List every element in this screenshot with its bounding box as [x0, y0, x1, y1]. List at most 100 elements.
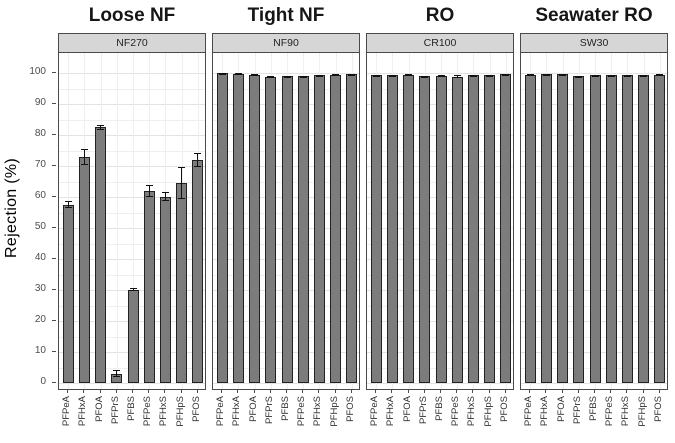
x-tick-mark: [424, 390, 425, 393]
error-bar: [438, 75, 445, 77]
error-bar: [146, 185, 153, 197]
gridline: [59, 197, 205, 198]
x-tick-mark: [643, 390, 644, 393]
x-tick-mark: [286, 390, 287, 393]
x-tick-mark: [610, 390, 611, 393]
error-bar: [194, 153, 201, 167]
x-tick-label: PFHpS: [483, 396, 494, 427]
error-bar-line: [100, 126, 101, 129]
error-bar-line: [68, 202, 69, 207]
error-bar: [65, 201, 72, 208]
error-bar: [219, 73, 226, 75]
error-bar: [316, 75, 323, 77]
error-bar: [284, 76, 291, 78]
y-tick-label: 40: [34, 252, 46, 263]
panel-title: Seawater RO: [535, 5, 653, 26]
x-tick-label: PFOS: [499, 396, 510, 422]
bar: [314, 75, 325, 383]
x-tick-mark: [391, 390, 392, 393]
x-tick-mark: [221, 390, 222, 393]
x-tick-label: PFHpS: [175, 396, 186, 427]
bar: [500, 74, 511, 383]
gridline: [59, 151, 205, 152]
y-tick-label: 60: [34, 190, 46, 201]
facet-strip-label: NF90: [212, 33, 360, 53]
gridline: [59, 259, 205, 260]
error-bar-line: [181, 168, 182, 198]
x-tick-label: PFOA: [402, 396, 413, 422]
error-bar: [656, 74, 663, 76]
x-tick-label: PFPeS: [296, 396, 307, 427]
error-bar: [421, 76, 428, 78]
bar: [541, 74, 552, 383]
x-tick-label: PFPeA: [215, 396, 226, 427]
gridline: [59, 104, 205, 105]
x-tick-label: PFOS: [345, 396, 356, 422]
x-tick-mark: [254, 390, 255, 393]
bar: [63, 205, 74, 383]
bar: [176, 183, 187, 383]
x-tick-label: PFOA: [94, 396, 105, 422]
x-tick-mark: [375, 390, 376, 393]
x-tick-label: PFHpS: [329, 396, 340, 427]
x-tick-label: PFBS: [280, 396, 291, 421]
error-bar: [348, 74, 355, 76]
bar: [95, 127, 106, 383]
error-bar: [527, 74, 534, 76]
x-tick-mark: [197, 390, 198, 393]
y-tick-mark: [52, 320, 56, 321]
error-bar-line: [197, 154, 198, 166]
x-tick-label: PFPrS: [264, 396, 275, 424]
x-tick-label: PFHxS: [620, 396, 631, 427]
x-tick-mark: [545, 390, 546, 393]
bar: [265, 77, 276, 383]
error-bar: [543, 74, 550, 76]
facet-strip-label: SW30: [520, 33, 668, 53]
x-tick-mark: [270, 390, 271, 393]
bar: [403, 75, 414, 383]
gridline: [521, 383, 667, 384]
plot-area: [366, 52, 514, 390]
x-tick-label: PFOA: [248, 396, 259, 422]
error-bar: [592, 75, 599, 77]
bar: [346, 74, 357, 383]
error-bar: [640, 75, 647, 77]
x-tick-mark: [529, 390, 530, 393]
error-bar: [470, 75, 477, 77]
error-bar-line: [133, 289, 134, 290]
x-tick-label: PFHxA: [385, 396, 396, 427]
bar: [622, 75, 633, 383]
bar: [468, 75, 479, 383]
gridline: [59, 166, 205, 167]
y-tick-mark: [52, 165, 56, 166]
y-axis: 0 10 20 30 40 50 60 70 80 90 100: [0, 52, 58, 390]
x-tick-label: PFPeS: [142, 396, 153, 427]
bar: [249, 75, 260, 383]
bar: [330, 75, 341, 383]
error-bar: [624, 75, 631, 77]
y-tick-label: 100: [29, 66, 46, 77]
x-tick-mark: [67, 390, 68, 393]
y-tick-label: 0: [40, 376, 46, 387]
x-tick-mark: [83, 390, 84, 393]
bar: [606, 75, 617, 383]
panel-title: RO: [425, 5, 455, 26]
gridline: [367, 383, 513, 384]
error-bar-line: [457, 76, 458, 77]
gridline: [133, 53, 134, 389]
x-tick-label: PFPrS: [110, 396, 121, 424]
error-bar-line: [84, 150, 85, 164]
x-tick-label: PFPeA: [61, 396, 72, 427]
error-bar: [300, 76, 307, 78]
x-tick-mark: [351, 390, 352, 393]
bar: [638, 75, 649, 383]
gridline: [521, 73, 667, 74]
x-tick-label: PFHxA: [539, 396, 550, 427]
y-tick-mark: [52, 289, 56, 290]
error-bar: [608, 75, 615, 77]
y-tick-mark: [52, 196, 56, 197]
y-tick-mark: [52, 351, 56, 352]
x-tick-label: PFBS: [588, 396, 599, 421]
error-bar: [559, 74, 566, 76]
x-tick-mark: [237, 390, 238, 393]
